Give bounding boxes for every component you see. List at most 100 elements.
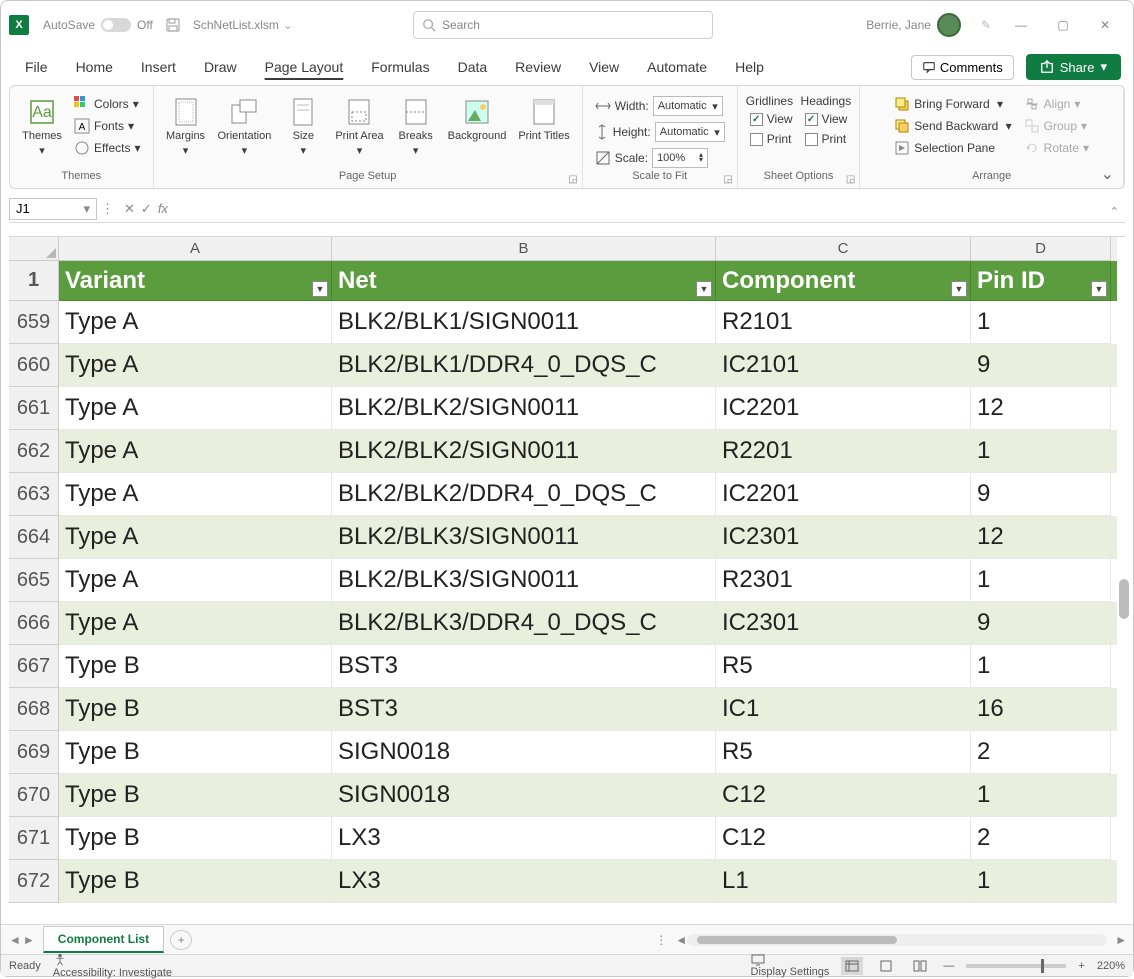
tab-draw[interactable]: Draw <box>192 53 249 81</box>
gridlines-print-check[interactable]: Print <box>746 130 797 148</box>
cell-variant[interactable]: Type B <box>59 860 332 903</box>
cell-variant[interactable]: Type A <box>59 344 332 387</box>
display-settings-button[interactable]: Display Settings <box>751 954 830 978</box>
column-header[interactable]: B <box>332 237 716 261</box>
cell-variant[interactable]: Type A <box>59 602 332 645</box>
filter-button[interactable]: ▼ <box>951 281 967 297</box>
tab-insert[interactable]: Insert <box>129 53 188 81</box>
sheet-nav-next[interactable]: ► <box>23 933 35 947</box>
cell-component[interactable]: R2301 <box>716 559 971 602</box>
headings-view-check[interactable]: View <box>801 110 852 128</box>
cell-net[interactable]: BST3 <box>332 645 716 688</box>
cell-component[interactable]: R5 <box>716 645 971 688</box>
cell-pin-id[interactable]: 2 <box>971 731 1111 774</box>
cell-variant[interactable]: Type B <box>59 688 332 731</box>
share-button[interactable]: Share ▾ <box>1026 54 1121 80</box>
cell-component[interactable]: R2201 <box>716 430 971 473</box>
collapse-ribbon-button[interactable]: ⌄ <box>1101 164 1114 184</box>
cell-component[interactable]: IC2201 <box>716 387 971 430</box>
row-header[interactable]: 667 <box>9 645 59 688</box>
enter-formula-icon[interactable]: ✓ <box>141 201 152 217</box>
cell-component[interactable]: L1 <box>716 860 971 903</box>
tab-file[interactable]: File <box>13 53 60 81</box>
cell-pin-id[interactable]: 9 <box>971 344 1111 387</box>
tab-view[interactable]: View <box>577 53 631 81</box>
formula-input[interactable] <box>178 198 1125 220</box>
cell-pin-id[interactable]: 1 <box>971 430 1111 473</box>
sheet-tab-active[interactable]: Component List <box>43 926 164 953</box>
cell-pin-id[interactable]: 9 <box>971 473 1111 516</box>
dialog-launcher[interactable]: ◲ <box>723 174 732 185</box>
cell-pin-id[interactable]: 2 <box>971 817 1111 860</box>
cell-net[interactable]: BST3 <box>332 688 716 731</box>
cell-variant[interactable]: Type A <box>59 559 332 602</box>
hscroll-right[interactable]: ► <box>1115 933 1127 947</box>
row-header[interactable]: 663 <box>9 473 59 516</box>
cell-component[interactable]: IC1 <box>716 688 971 731</box>
bring-forward-button[interactable]: Bring Forward ▾ <box>890 94 1015 114</box>
cell-variant[interactable]: Type B <box>59 774 332 817</box>
cell-component[interactable]: C12 <box>716 774 971 817</box>
zoom-out-button[interactable]: — <box>943 960 954 972</box>
horizontal-scrollbar[interactable] <box>687 934 1107 946</box>
colors-button[interactable]: Colors ▾ <box>70 94 145 114</box>
accessibility-status[interactable]: Accessibility: Investigate <box>53 953 172 979</box>
cell-net[interactable]: BLK2/BLK2/SIGN0011 <box>332 387 716 430</box>
dialog-launcher[interactable]: ◲ <box>568 174 577 185</box>
row-header[interactable]: 661 <box>9 387 59 430</box>
filter-button[interactable]: ▼ <box>696 281 712 297</box>
page-layout-view-button[interactable] <box>875 957 897 975</box>
vertical-scrollbar[interactable] <box>1117 239 1129 924</box>
cell-variant[interactable]: Type A <box>59 301 332 344</box>
row-header[interactable]: 1 <box>9 261 59 301</box>
width-select[interactable]: Automatic▾ <box>653 96 723 116</box>
send-backward-button[interactable]: Send Backward ▾ <box>890 116 1015 136</box>
size-button[interactable]: Size▾ <box>279 94 327 159</box>
cell-net[interactable]: BLK2/BLK3/DDR4_0_DQS_C <box>332 602 716 645</box>
cell-pin-id[interactable]: 9 <box>971 602 1111 645</box>
autosave-toggle[interactable]: AutoSave Off <box>43 18 153 32</box>
tab-review[interactable]: Review <box>503 53 573 81</box>
pen-icon[interactable]: ✎ <box>981 18 991 32</box>
filter-button[interactable]: ▼ <box>312 281 328 297</box>
row-header[interactable]: 662 <box>9 430 59 473</box>
cell-pin-id[interactable]: 16 <box>971 688 1111 731</box>
minimize-button[interactable]: — <box>1001 10 1041 40</box>
comments-button[interactable]: Comments <box>911 55 1014 80</box>
cell-pin-id[interactable]: 1 <box>971 559 1111 602</box>
cell-variant[interactable]: Type B <box>59 817 332 860</box>
cell-component[interactable]: R5 <box>716 731 971 774</box>
cell-component[interactable]: IC2301 <box>716 602 971 645</box>
chevron-down-icon[interactable]: ⌄ <box>283 18 293 32</box>
cancel-formula-icon[interactable]: ✕ <box>124 201 135 217</box>
search-box[interactable]: Search <box>413 11 713 39</box>
cell-pin-id[interactable]: 1 <box>971 774 1111 817</box>
cell-net[interactable]: LX3 <box>332 817 716 860</box>
user-account[interactable]: Berrie, Jane <box>866 13 961 37</box>
zoom-in-button[interactable]: + <box>1078 960 1084 972</box>
cell-component[interactable]: IC2301 <box>716 516 971 559</box>
add-sheet-button[interactable]: + <box>170 930 192 950</box>
select-all-corner[interactable] <box>9 237 59 261</box>
themes-button[interactable]: Aa Themes▾ <box>18 94 66 159</box>
tab-formulas[interactable]: Formulas <box>359 53 441 81</box>
cell-net[interactable]: SIGN0018 <box>332 774 716 817</box>
toggle-icon[interactable] <box>101 18 131 32</box>
sheet-menu-icon[interactable]: ⋮ <box>655 933 667 947</box>
save-icon[interactable] <box>165 17 181 33</box>
cell-pin-id[interactable]: 12 <box>971 387 1111 430</box>
row-header[interactable]: 664 <box>9 516 59 559</box>
column-header[interactable]: C <box>716 237 971 261</box>
cell-variant[interactable]: Type A <box>59 387 332 430</box>
margins-button[interactable]: Margins▾ <box>162 94 210 159</box>
filter-button[interactable]: ▼ <box>1091 281 1107 297</box>
cell-net[interactable]: SIGN0018 <box>332 731 716 774</box>
breaks-button[interactable]: Breaks▾ <box>392 94 440 159</box>
zoom-slider[interactable] <box>966 964 1066 968</box>
print-titles-button[interactable]: Print Titles <box>514 94 573 144</box>
cell-component[interactable]: C12 <box>716 817 971 860</box>
expand-formula-bar[interactable]: ⌃ <box>1110 205 1119 218</box>
row-header[interactable]: 659 <box>9 301 59 344</box>
row-header[interactable]: 671 <box>9 817 59 860</box>
cell-variant[interactable]: Type B <box>59 731 332 774</box>
